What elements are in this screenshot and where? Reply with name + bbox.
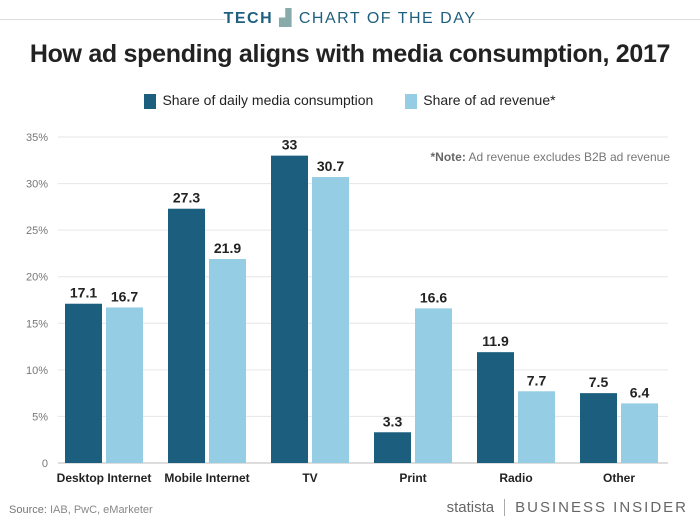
data-label: 6.4 <box>630 384 650 400</box>
y-tick-label: 0 <box>42 458 48 470</box>
note-label: *Note: <box>430 150 466 164</box>
legend-label-2: Share of ad revenue* <box>423 92 556 108</box>
y-tick-label: 15% <box>26 318 48 330</box>
x-tick-label: Other <box>603 471 635 485</box>
header-chart-of-day: CHART OF THE DAY <box>298 10 477 27</box>
data-label: 16.7 <box>111 288 138 304</box>
legend-label-1: Share of daily media consumption <box>162 92 374 108</box>
bar-2 <box>518 391 555 463</box>
bar-2 <box>415 308 452 463</box>
y-tick-label: 5% <box>32 411 48 423</box>
bar-2 <box>209 259 246 463</box>
x-tick-label: Mobile Internet <box>164 471 249 485</box>
data-label: 30.7 <box>317 158 344 174</box>
y-tick-label: 20% <box>26 272 48 284</box>
source-text: IAB, PwC, eMarketer <box>49 504 153 516</box>
bar-1 <box>374 432 411 463</box>
y-tick-label: 35% <box>26 132 48 144</box>
legend: Share of daily media consumption Share o… <box>0 92 700 109</box>
source-label: Source: <box>9 504 47 516</box>
x-tick-label: Print <box>399 471 426 485</box>
header: TECH ▟ CHART OF THE DAY <box>0 8 700 28</box>
legend-item-1: Share of daily media consumption <box>144 92 374 109</box>
source: Source: IAB, PwC, eMarketer <box>9 504 153 516</box>
y-tick-label: 25% <box>26 225 48 237</box>
y-tick-label: 10% <box>26 365 48 377</box>
bar-2 <box>312 177 349 463</box>
bar-1 <box>271 155 308 463</box>
bar-1 <box>477 352 514 463</box>
chart-title: How ad spending aligns with media consum… <box>29 40 671 68</box>
bar-1 <box>580 393 617 463</box>
data-label: 27.3 <box>173 190 200 206</box>
legend-swatch-1 <box>144 93 157 109</box>
x-tick-label: Desktop Internet <box>57 471 152 485</box>
x-tick-label: Radio <box>499 471 532 485</box>
data-label: 16.6 <box>420 289 447 305</box>
business-insider-logo: BUSINESS INSIDER <box>504 499 688 516</box>
data-label: 21.9 <box>214 240 241 256</box>
statista-logo: statista <box>446 499 495 516</box>
data-label: 11.9 <box>482 333 509 349</box>
data-label: 33 <box>282 137 298 153</box>
data-label: 7.7 <box>527 372 547 388</box>
bar-chart-icon: ▟ <box>279 10 293 27</box>
y-tick-label: 30% <box>26 179 48 191</box>
note: *Note: Ad revenue excludes B2B ad revenu… <box>431 150 670 164</box>
bar-1 <box>168 208 205 463</box>
bar-2 <box>621 403 658 463</box>
bar-2 <box>106 307 143 463</box>
legend-swatch-2 <box>405 93 418 109</box>
header-tech: TECH <box>223 10 274 27</box>
data-label: 3.3 <box>383 413 403 429</box>
legend-item-2: Share of ad revenue* <box>405 92 556 109</box>
data-label: 17.1 <box>70 285 97 301</box>
note-text: Ad revenue excludes B2B ad revenue <box>468 150 670 164</box>
bar-1 <box>65 303 102 463</box>
brand: statista BUSINESS INSIDER <box>447 499 688 516</box>
x-tick-label: TV <box>302 471 317 485</box>
data-label: 7.5 <box>589 374 609 390</box>
